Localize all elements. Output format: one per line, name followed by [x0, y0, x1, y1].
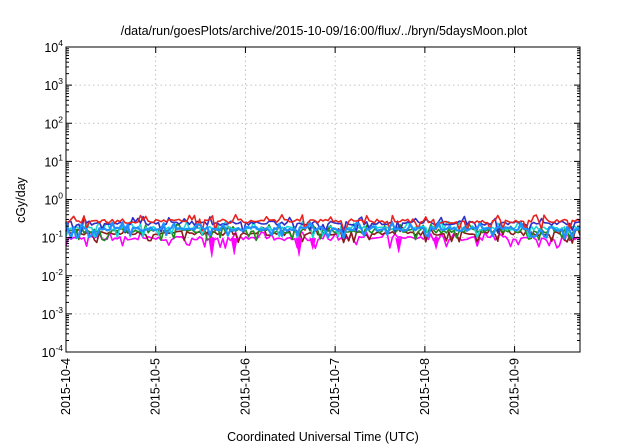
- series-dip: [395, 238, 403, 253]
- y-axis-label: cGy/day: [14, 176, 28, 223]
- x-axis: 2015-10-4 2015-10-5 2015-10-6 2015-10-7 2015…: [59, 47, 522, 415]
- y-tick-label: 10-1: [42, 229, 64, 246]
- y-tick-label: 104: [44, 38, 63, 55]
- chart-title: /data/run/goesPlots/archive/2015-10-09/1…: [121, 24, 528, 38]
- series-dip: [295, 238, 303, 257]
- x-tick-label: 2015-10-6: [238, 358, 252, 415]
- y-tick-label: 102: [44, 114, 63, 131]
- grid: [66, 47, 580, 352]
- y-tick-label: 10-4: [42, 343, 64, 360]
- y-tick-label: 100: [44, 191, 63, 208]
- series-dip: [230, 238, 238, 256]
- y-tick-label: 10-3: [42, 305, 64, 322]
- y-tick-label: 10-2: [42, 267, 64, 284]
- series-dip: [432, 238, 440, 251]
- x-tick-label: 2015-10-9: [508, 358, 522, 415]
- series-dip: [309, 238, 317, 251]
- series-line: [65, 213, 581, 232]
- series-line: [64, 221, 581, 240]
- series-group: [64, 213, 581, 258]
- y-tick-label: 101: [44, 152, 63, 169]
- y-tick-label: 103: [44, 76, 63, 93]
- x-tick-label: 2015-10-8: [418, 358, 432, 415]
- x-axis-label: Coordinated Universal Time (UTC): [227, 430, 419, 444]
- x-tick-label: 2015-10-5: [149, 358, 163, 415]
- x-tick-label: 2015-10-7: [328, 358, 342, 415]
- x-tick-label: 2015-10-4: [59, 358, 73, 415]
- y-axis: 10-4 10-3 10-2 10-1 100 101 102 103 104: [42, 38, 580, 360]
- series-dip: [208, 238, 216, 258]
